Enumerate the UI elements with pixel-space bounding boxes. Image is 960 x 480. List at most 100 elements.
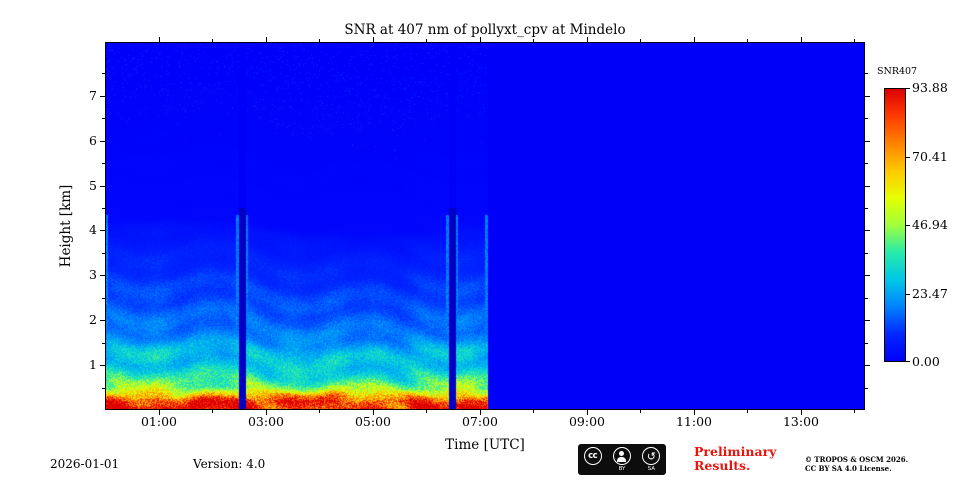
y-tick-minor — [102, 253, 105, 254]
x-tick-minor — [854, 39, 855, 42]
y-tick-minor — [102, 388, 105, 389]
y-tick-label: 1 — [89, 357, 97, 372]
y-tick-minor — [865, 298, 868, 299]
y-tick-label: 6 — [89, 133, 97, 148]
colorbar-tick — [906, 225, 910, 226]
y-tick-label: 3 — [89, 267, 97, 282]
y-tick-minor — [102, 343, 105, 344]
y-tick-major — [865, 230, 870, 231]
y-tick-minor — [102, 208, 105, 209]
footer-version: Version: 4.0 — [193, 457, 266, 471]
footer-date: 2026-01-01 — [50, 457, 120, 471]
y-tick-major — [865, 96, 870, 97]
y-tick-major — [100, 320, 105, 321]
copyright-line2: CC BY SA 4.0 License. — [805, 464, 892, 473]
colorbar-tick-label: 46.94 — [912, 217, 948, 232]
x-tick-major — [159, 410, 160, 415]
x-tick-label: 01:00 — [140, 414, 178, 429]
y-tick-major — [100, 365, 105, 366]
x-tick-major — [801, 410, 802, 415]
x-tick-major — [266, 37, 267, 42]
x-tick-major — [480, 410, 481, 415]
x-tick-minor — [533, 39, 534, 42]
x-axis-label: Time [UTC] — [445, 437, 525, 453]
y-tick-minor — [865, 73, 868, 74]
chart-title: SNR at 407 nm of pollyxt_cpv at Mindelo — [344, 22, 626, 38]
share-alike-icon: ↺ — [642, 447, 661, 465]
y-tick-major — [100, 141, 105, 142]
colorbar-tick-label: 93.88 — [912, 80, 948, 95]
x-tick-label: 05:00 — [354, 414, 392, 429]
colorbar-tick — [906, 361, 910, 362]
sa-icon: ↺ SA — [642, 447, 661, 472]
colorbar-tick — [906, 88, 910, 89]
y-tick-minor — [865, 253, 868, 254]
x-tick-minor — [212, 410, 213, 413]
y-tick-label: 7 — [89, 88, 97, 103]
preliminary-note: Preliminary Results. — [694, 445, 776, 473]
x-tick-major — [373, 37, 374, 42]
sa-label: SA — [647, 466, 655, 472]
x-tick-major — [694, 37, 695, 42]
x-tick-label: 09:00 — [568, 414, 606, 429]
x-tick-minor — [426, 410, 427, 413]
by-label: BY — [618, 466, 626, 472]
x-tick-major — [694, 410, 695, 415]
x-tick-minor — [319, 410, 320, 413]
x-tick-label: 03:00 — [247, 414, 285, 429]
y-tick-major — [865, 141, 870, 142]
x-tick-minor — [212, 39, 213, 42]
x-tick-minor — [533, 410, 534, 413]
x-tick-major — [587, 37, 588, 42]
x-tick-label: 13:00 — [782, 414, 820, 429]
y-tick-major — [100, 96, 105, 97]
cc-license-badge: cc BY ↺ SA — [578, 444, 666, 475]
x-tick-minor — [854, 410, 855, 413]
cc-icon: cc — [583, 447, 602, 465]
x-tick-minor — [319, 39, 320, 42]
y-tick-label: 4 — [89, 222, 97, 237]
x-tick-minor — [640, 410, 641, 413]
copyright-line1: © TROPOS & OSCM 2026. — [805, 455, 909, 464]
y-tick-minor — [102, 118, 105, 119]
x-tick-minor — [640, 39, 641, 42]
colorbar-tick — [906, 157, 910, 158]
x-tick-major — [801, 37, 802, 42]
x-tick-minor — [747, 410, 748, 413]
colorbar-tick-label: 0.00 — [912, 354, 940, 369]
y-tick-minor — [102, 298, 105, 299]
y-tick-minor — [865, 208, 868, 209]
preliminary-line1: Preliminary — [694, 444, 777, 459]
colorbar — [884, 88, 906, 362]
y-tick-label: 5 — [89, 178, 97, 193]
x-tick-major — [373, 410, 374, 415]
x-tick-minor — [747, 39, 748, 42]
copyright-note: © TROPOS & OSCM 2026. CC BY SA 4.0 Licen… — [805, 455, 908, 473]
y-tick-minor — [102, 73, 105, 74]
y-tick-minor — [865, 118, 868, 119]
y-tick-minor — [865, 388, 868, 389]
x-tick-label: 07:00 — [461, 414, 499, 429]
y-tick-major — [100, 186, 105, 187]
y-tick-major — [865, 275, 870, 276]
x-tick-major — [266, 410, 267, 415]
colorbar-tick — [906, 294, 910, 295]
x-tick-major — [159, 37, 160, 42]
y-tick-major — [865, 365, 870, 366]
colorbar-title: SNR407 — [877, 66, 918, 77]
y-tick-minor — [865, 163, 868, 164]
y-tick-major — [865, 320, 870, 321]
colorbar-tick-label: 70.41 — [912, 149, 948, 164]
person-icon — [612, 447, 631, 465]
heatmap-canvas — [105, 42, 865, 410]
preliminary-line2: Results. — [694, 458, 751, 473]
by-icon: BY — [612, 447, 631, 472]
y-tick-major — [100, 275, 105, 276]
y-tick-major — [865, 186, 870, 187]
y-tick-major — [100, 230, 105, 231]
y-tick-minor — [102, 163, 105, 164]
x-tick-minor — [426, 39, 427, 42]
x-tick-label: 11:00 — [675, 414, 713, 429]
x-tick-major — [480, 37, 481, 42]
